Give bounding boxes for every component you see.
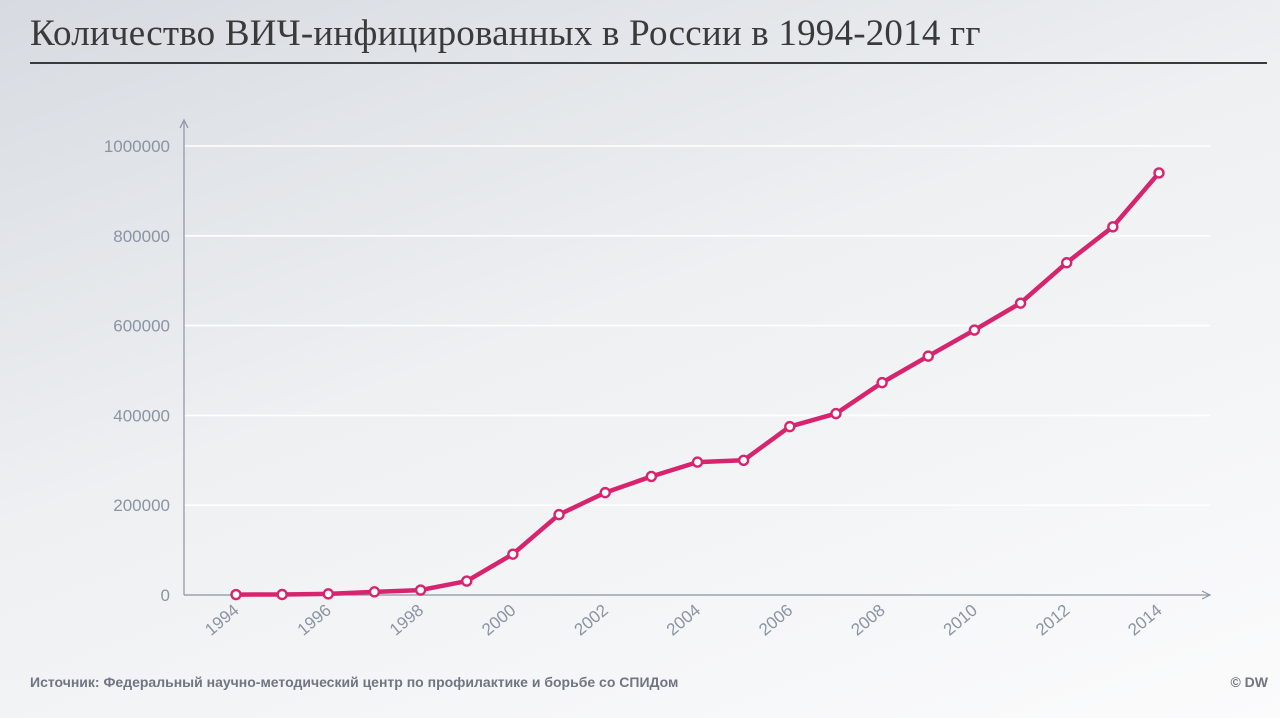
data-point bbox=[322, 588, 334, 600]
x-tick-label: 2012 bbox=[1032, 601, 1073, 640]
y-tick-label: 600000 bbox=[113, 317, 170, 336]
x-tick-label: 2014 bbox=[1124, 601, 1165, 640]
data-point bbox=[830, 407, 842, 420]
data-point bbox=[507, 548, 519, 560]
data-point bbox=[784, 420, 796, 433]
data-point bbox=[1153, 167, 1165, 179]
data-point bbox=[737, 454, 750, 466]
y-tick-label: 1000000 bbox=[104, 137, 170, 156]
y-axis-arrow bbox=[179, 118, 189, 129]
x-tick-label: 1996 bbox=[294, 601, 335, 640]
data-point bbox=[276, 588, 288, 601]
source-note: Источник: Федеральный научно-методически… bbox=[30, 674, 679, 690]
x-tick-label: 2004 bbox=[663, 601, 704, 640]
data-point bbox=[645, 470, 658, 483]
data-point bbox=[461, 575, 473, 587]
x-tick-label: 2010 bbox=[940, 601, 981, 640]
copyright-label: © DW bbox=[1230, 674, 1268, 690]
data-point bbox=[230, 588, 242, 601]
x-tick-label: 1998 bbox=[386, 601, 427, 640]
title-divider bbox=[30, 62, 1267, 64]
data-point bbox=[1107, 221, 1119, 233]
x-axis-arrow bbox=[1201, 590, 1212, 600]
y-tick-label: 800000 bbox=[113, 227, 170, 246]
x-tick-label: 2008 bbox=[847, 601, 888, 640]
data-point bbox=[876, 376, 888, 389]
data-point bbox=[922, 350, 934, 362]
data-point bbox=[553, 508, 565, 521]
data-point bbox=[599, 486, 611, 499]
y-tick-label: 0 bbox=[161, 586, 170, 605]
x-tick-label: 2006 bbox=[755, 601, 796, 640]
x-tick-label: 1994 bbox=[201, 601, 242, 640]
data-point bbox=[691, 456, 704, 468]
x-tick-label: 2000 bbox=[478, 601, 519, 640]
x-tick-label: 2002 bbox=[571, 601, 612, 640]
chart-title: Количество ВИЧ-инфицированных в России в… bbox=[30, 13, 981, 54]
data-point bbox=[1014, 297, 1027, 309]
data-point bbox=[414, 584, 427, 596]
y-tick-label: 200000 bbox=[113, 496, 170, 515]
data-point bbox=[368, 586, 381, 598]
y-tick-label: 400000 bbox=[113, 406, 170, 425]
data-point bbox=[1060, 257, 1073, 269]
data-point bbox=[968, 324, 981, 336]
